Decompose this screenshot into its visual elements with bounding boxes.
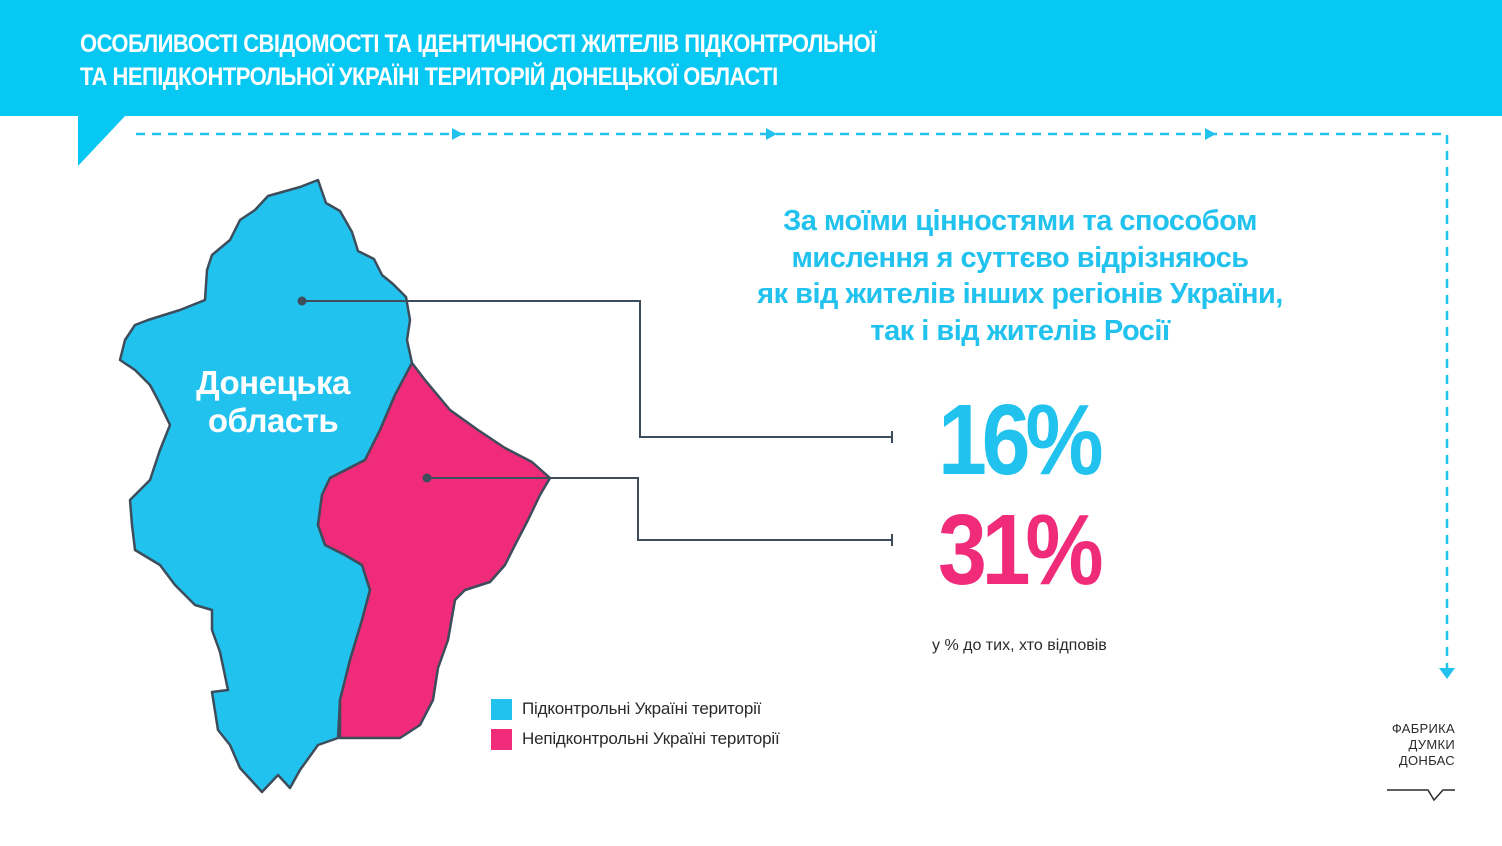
- question-line-2: мислення я суттєво відрізняюсь: [791, 241, 1249, 274]
- legend-swatch-uncontrolled: [491, 728, 512, 750]
- arrow-down-icon: [1439, 668, 1455, 679]
- logo-line-1: ФАБРИКА: [1391, 721, 1455, 736]
- legend-swatch-controlled: [491, 698, 512, 720]
- logo-speech-icon: [1387, 789, 1455, 802]
- legend-label-controlled: Підконтрольні Україні території: [522, 699, 762, 718]
- survey-question: За моїми цінностями та способом мислення…: [700, 203, 1340, 349]
- legend-label-uncontrolled: Непідконтрольні Україні території: [522, 729, 780, 748]
- banner-tail: [78, 114, 127, 166]
- map-controlled-territory: [118, 178, 414, 794]
- map-uncontrolled-territory: [316, 361, 552, 740]
- page-title: ОСОБЛИВОСТІ СВІДОМОСТІ ТА ІДЕНТИЧНОСТІ Ж…: [80, 28, 876, 94]
- title-line-1: ОСОБЛИВОСТІ СВІДОМОСТІ ТА ІДЕНТИЧНОСТІ Ж…: [80, 30, 876, 58]
- question-line-3: як від жителів інших регіонів України,: [757, 278, 1283, 310]
- header-banner: ОСОБЛИВОСТІ СВІДОМОСТІ ТА ІДЕНТИЧНОСТІ Ж…: [0, 0, 1502, 116]
- arrow-right-icon: [766, 128, 777, 140]
- question-line-4: так і від жителів Росії: [870, 314, 1170, 347]
- legend-item-controlled: Підконтрольні Україні території: [491, 698, 761, 720]
- uncontrolled-percentage: 31%: [938, 494, 1104, 606]
- connector-dot-controlled: [297, 296, 307, 306]
- percentage-note: у % до тих, хто відповів: [932, 637, 1107, 654]
- arrow-right-icon: [1205, 128, 1216, 140]
- map-label-line-1: Донецька: [196, 364, 350, 401]
- logo-line-2: ДУМКИ: [1408, 737, 1455, 752]
- map-label-line-2: область: [207, 402, 339, 439]
- title-line-2: ТА НЕПІДКОНТРОЛЬНОЇ УКРАЇНІ ТЕРИТОРІЙ ДО…: [80, 63, 778, 91]
- connector-dot-uncontrolled: [422, 473, 432, 483]
- dashed-flow-line: [136, 132, 1449, 668]
- logo-line-3: ДОНБАС: [1398, 753, 1455, 768]
- controlled-percentage: 16%: [938, 384, 1104, 496]
- connector-line-uncontrolled: [427, 477, 892, 541]
- connector-line-controlled: [302, 300, 892, 438]
- arrow-right-icon: [452, 128, 463, 140]
- question-line-1: За моїми цінностями та способом: [783, 205, 1257, 237]
- map-region-label: Донецька область: [178, 364, 368, 440]
- brand-logo: ФАБРИКА ДУМКИ ДОНБАС: [1385, 721, 1455, 769]
- legend-item-uncontrolled: Непідконтрольні Україні території: [491, 728, 780, 750]
